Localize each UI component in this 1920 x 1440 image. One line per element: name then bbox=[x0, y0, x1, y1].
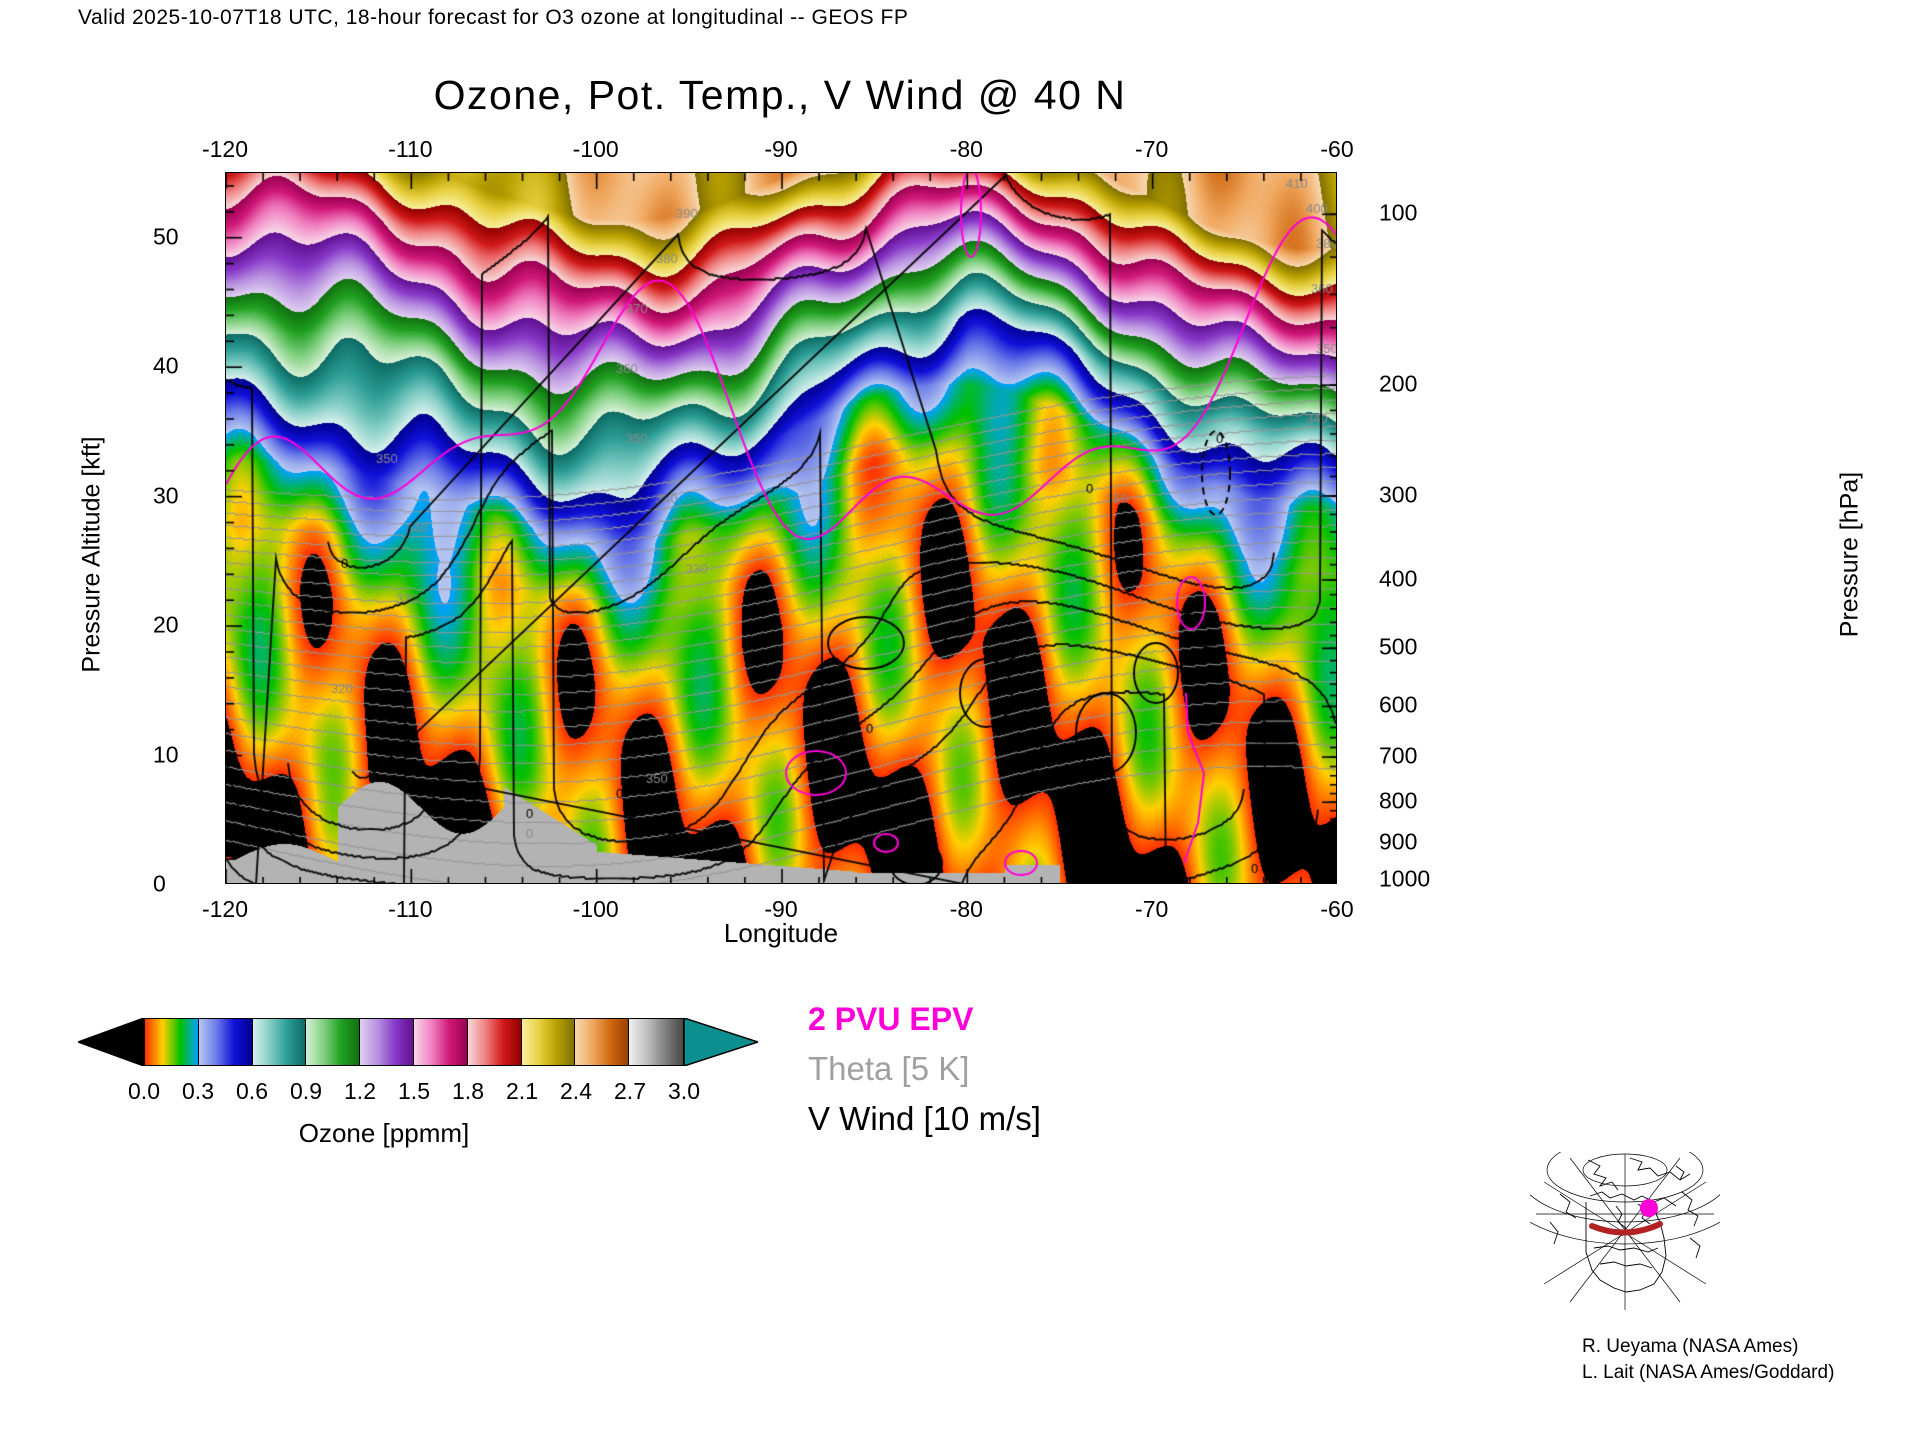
colorbar-band-1 bbox=[198, 1019, 253, 1065]
x-tick-bottom-5: -70 bbox=[1135, 896, 1169, 922]
x-tick-top-0: -120 bbox=[201, 136, 249, 162]
coastline-paths bbox=[1549, 1157, 1701, 1293]
y-tick-right-3: 400 bbox=[1379, 565, 1418, 592]
y-tick-right-2: 300 bbox=[1379, 481, 1418, 508]
colorbar-over-arrow bbox=[684, 1018, 758, 1066]
y-tick-left-3: 30 bbox=[153, 482, 179, 509]
colorbar-band-4 bbox=[360, 1019, 414, 1065]
y-tick-right-0: 100 bbox=[1379, 199, 1418, 226]
colorbar-band-3 bbox=[306, 1019, 361, 1065]
x-tick-top-3: -90 bbox=[764, 136, 798, 162]
x-tick-bottom-6: -60 bbox=[1320, 896, 1354, 922]
inset-locator-map bbox=[1530, 1152, 1720, 1310]
x-tick-top-4: -80 bbox=[949, 136, 983, 162]
y-axis-label-left: Pressure Altitude [kft] bbox=[77, 436, 106, 673]
x-tick-bottom-0: -120 bbox=[201, 896, 249, 922]
colorbar-tick-7: 2.1 bbox=[506, 1078, 538, 1104]
ozone-contour-canvas bbox=[226, 173, 1336, 883]
colorbar-band-0 bbox=[145, 1019, 199, 1065]
y-tick-right-7: 800 bbox=[1379, 787, 1418, 814]
y-tick-left-5: 50 bbox=[153, 223, 179, 250]
legend-vwind: V Wind [10 m/s] bbox=[808, 1100, 1041, 1137]
colorbar-tick-2: 0.6 bbox=[236, 1078, 268, 1104]
legend-epv: 2 PVU EPV bbox=[808, 1001, 974, 1037]
colorbar-tick-8: 2.4 bbox=[560, 1078, 592, 1104]
x-tick-top-6: -60 bbox=[1320, 136, 1354, 162]
colorbar-band-7 bbox=[521, 1019, 576, 1065]
y-tick-right-6: 700 bbox=[1379, 742, 1418, 769]
x-axis-label: Longitude bbox=[723, 918, 839, 948]
colorbar-tick-labels: 0.0 0.3 0.6 0.9 1.2 1.5 1.8 2.1 2.4 2.7 3.0 bbox=[78, 1078, 778, 1108]
x-tick-top-2: -100 bbox=[572, 136, 619, 162]
colorbar-band-5 bbox=[414, 1019, 468, 1065]
colorbar-band-9 bbox=[629, 1019, 683, 1065]
y-tick-right-9: 1000 bbox=[1379, 865, 1431, 892]
y-tick-right-5: 600 bbox=[1379, 691, 1418, 718]
colorbar-tick-9: 2.7 bbox=[614, 1078, 646, 1104]
legend-theta: Theta [5 K] bbox=[808, 1050, 970, 1087]
cross-section-line bbox=[1589, 1221, 1663, 1236]
y-tick-right-8: 900 bbox=[1379, 828, 1418, 855]
colorbar-tick-10: 3.0 bbox=[668, 1078, 700, 1104]
colorbar-band-8 bbox=[575, 1019, 630, 1065]
colorbar-under-arrow bbox=[78, 1018, 144, 1066]
y-tick-left-1: 10 bbox=[153, 741, 179, 768]
colorbar-tick-1: 0.3 bbox=[182, 1078, 214, 1104]
cross-section-plot bbox=[225, 172, 1337, 884]
y-tick-left-0: 0 bbox=[153, 870, 166, 897]
x-tick-bottom-3: -90 bbox=[764, 896, 798, 922]
ozone-colorbar bbox=[78, 1018, 758, 1066]
colorbar-tick-6: 1.8 bbox=[452, 1078, 484, 1104]
colorbar-band-2 bbox=[252, 1019, 307, 1065]
overlay-legend: 2 PVU EPV Theta [5 K] V Wind [10 m/s] bbox=[808, 994, 1041, 1144]
x-tick-top-1: -110 bbox=[388, 136, 433, 162]
x-tick-bottom-2: -100 bbox=[572, 896, 619, 922]
credit-line-2: L. Lait (NASA Ames/Goddard) bbox=[1582, 1362, 1835, 1383]
page-title: Ozone, Pot. Temp., V Wind @ 40 N bbox=[433, 72, 1127, 118]
y-tick-left-4: 40 bbox=[153, 352, 179, 379]
location-marker-icon bbox=[1640, 1199, 1658, 1217]
colorbar-tick-5: 1.5 bbox=[398, 1078, 430, 1104]
colorbar-tick-4: 1.2 bbox=[344, 1078, 376, 1104]
y-tick-right-4: 500 bbox=[1379, 633, 1418, 660]
colorbar-gradient-strip bbox=[144, 1018, 684, 1066]
credits: R. Ueyama (NASA Ames) L. Lait (NASA Ames… bbox=[1582, 1334, 1834, 1386]
y-tick-right-1: 200 bbox=[1379, 370, 1418, 397]
y-tick-left-2: 20 bbox=[153, 611, 179, 638]
y-axis-label-right: Pressure [hPa] bbox=[1835, 471, 1864, 638]
x-tick-top-5: -70 bbox=[1135, 136, 1169, 162]
colorbar-band-6 bbox=[467, 1019, 522, 1065]
x-tick-bottom-1: -110 bbox=[388, 896, 433, 922]
colorbar-tick-0: 0.0 bbox=[128, 1078, 160, 1104]
x-tick-bottom-4: -80 bbox=[949, 896, 983, 922]
colorbar-title: Ozone [ppmm] bbox=[298, 1118, 470, 1148]
credit-line-1: R. Ueyama (NASA Ames) bbox=[1582, 1336, 1799, 1357]
colorbar-tick-3: 0.9 bbox=[290, 1078, 322, 1104]
valid-forecast-line: Valid 2025-10-07T18 UTC, 18-hour forecas… bbox=[78, 6, 909, 29]
